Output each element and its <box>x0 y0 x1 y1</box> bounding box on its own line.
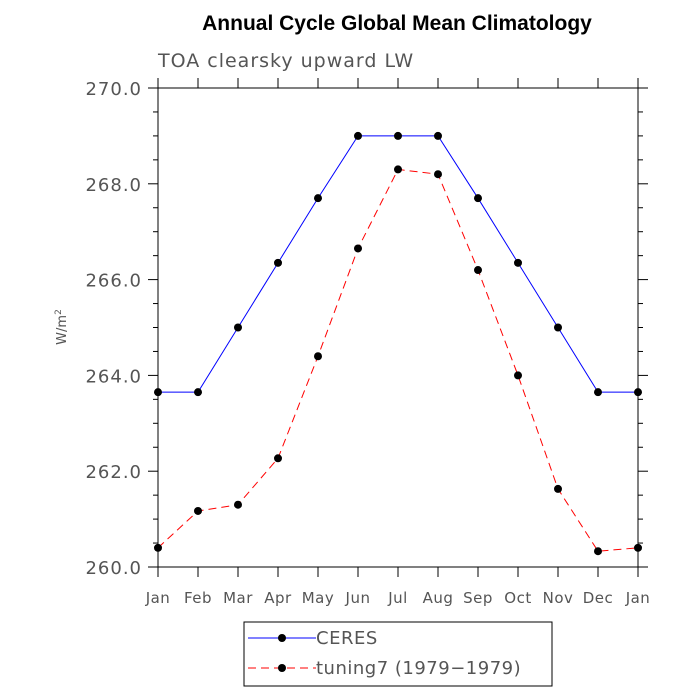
legend-box <box>243 621 553 687</box>
y-axis-label-exponent: 2 <box>54 309 64 315</box>
plot-frame <box>157 87 639 568</box>
x-tick-label: Oct <box>504 589 531 607</box>
series-1-point <box>394 131 402 140</box>
x-tick-label: Jan <box>625 589 651 607</box>
series-1-point <box>474 194 482 203</box>
series-1-point <box>554 323 562 332</box>
series-2-point <box>554 484 562 493</box>
tick-marks <box>148 78 648 577</box>
y-tick-label: 270.0 <box>85 79 142 100</box>
y-tick-label: 266.0 <box>85 271 142 292</box>
x-tick-label: Nov <box>543 589 574 607</box>
series-1-point <box>634 388 642 397</box>
y-tick-label: 260.0 <box>85 558 142 579</box>
chart-title: Annual Cycle Global Mean Climatology <box>202 12 592 35</box>
series-1-point <box>314 194 322 203</box>
series-2-point <box>154 543 162 552</box>
y-tick-label: 268.0 <box>85 175 142 196</box>
series-1-point <box>434 131 442 140</box>
x-tick-label: Sep <box>463 589 493 607</box>
series-1-point <box>514 258 522 267</box>
series-2-point <box>514 371 522 380</box>
series-2-point <box>234 500 242 509</box>
legend: CERES tuning7 (1979−1979) <box>243 621 553 687</box>
series-2-point <box>594 547 602 556</box>
x-tick-label: Apr <box>264 589 292 607</box>
series-2-point <box>434 170 442 179</box>
y-axis-label-base: W/m <box>55 315 70 345</box>
series-1-point <box>274 258 282 267</box>
series-2-point <box>354 244 362 253</box>
series-2-point <box>474 266 482 275</box>
series-1-point <box>594 388 602 397</box>
x-tick-label: Jan <box>145 589 171 607</box>
x-tick-label: Jul <box>387 589 408 607</box>
legend-label-2: tuning7 (1979−1979) <box>316 658 521 679</box>
chart-subtitle: TOA clearsky upward LW <box>157 50 414 72</box>
series-1-point <box>234 323 242 332</box>
x-tick-labels: Jan Feb Mar Apr May Jun Jul Aug Sep Oct Nov Dec Jan <box>145 589 651 607</box>
x-tick-label: May <box>302 589 335 607</box>
y-tick-label: 264.0 <box>85 366 142 387</box>
y-tick-labels: 260.0 262.0 264.0 266.0 268.0 270.0 <box>85 79 142 579</box>
x-tick-label: Mar <box>223 589 253 607</box>
series-2-point <box>274 454 282 463</box>
x-tick-label: Feb <box>184 589 212 607</box>
series-2-point <box>634 543 642 552</box>
series-2-point <box>394 165 402 174</box>
x-tick-label: Jun <box>345 589 371 607</box>
y-tick-label: 262.0 <box>85 462 142 483</box>
series-line-1 <box>158 135 638 393</box>
series-1-point <box>194 388 202 397</box>
legend-marker-1 <box>278 634 286 642</box>
series-lines <box>154 131 642 556</box>
x-tick-label: Aug <box>423 589 454 607</box>
x-tick-label: Dec <box>583 589 614 607</box>
y-axis-label: W/m2 <box>54 309 70 345</box>
series-2-point <box>314 352 322 361</box>
series-1-point <box>354 131 362 140</box>
legend-marker-2 <box>278 664 286 672</box>
series-line-2 <box>157 168 639 552</box>
legend-label-1: CERES <box>316 628 378 649</box>
series-2-point <box>194 506 202 515</box>
series-1-point <box>154 388 162 397</box>
plot-axes <box>157 87 639 568</box>
